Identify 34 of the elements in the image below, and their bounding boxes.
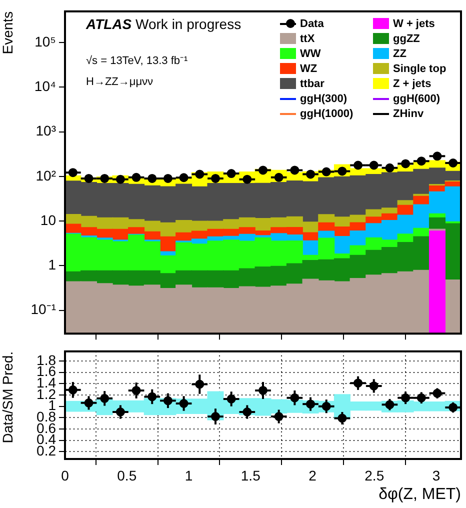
y-axis-title: Events	[0, 11, 16, 54]
y-tick-label: 10³	[36, 122, 56, 139]
x-tick-label: 2.5	[364, 467, 384, 484]
y-tick-label: 10²	[36, 167, 56, 184]
legend-label: ttbar	[300, 78, 324, 90]
legend-label: ZHinv	[393, 108, 424, 120]
legend-label: WW	[300, 48, 321, 60]
x-tick-label: 3	[432, 467, 440, 484]
legend-label: Z + jets	[393, 78, 432, 90]
legend-label: ZZ	[393, 48, 406, 60]
legend-label: ggH(300)	[300, 92, 348, 104]
y-tick-label: 10⁻¹	[30, 301, 56, 318]
legend-label: W + jets	[393, 18, 435, 30]
x-tick-label: 0.5	[117, 467, 137, 484]
legend-label: ggH(600)	[393, 92, 440, 104]
y-tick-label: 1	[48, 256, 56, 273]
x-tick-label: 1.5	[240, 467, 261, 484]
x-tick-label: 1	[184, 467, 193, 484]
x-axis-title: δφ(Z, MET)	[378, 486, 461, 503]
y-tick-label: 10	[40, 212, 56, 228]
legend-label: Data	[300, 18, 324, 30]
x-tick-label: 0	[61, 467, 70, 484]
legend-label: WZ	[300, 62, 318, 74]
annotation: ATLAS Work in progress	[86, 16, 242, 32]
legend-label: ggH(1000)	[300, 108, 354, 120]
y-axis-title: Data/SM Pred.	[0, 351, 16, 444]
legend-label: ggZZ	[393, 32, 420, 44]
x-tick-label: 2	[308, 467, 317, 484]
y-tick-label: 10⁵	[34, 33, 56, 50]
legend-label: ttX	[300, 32, 315, 44]
y-tick-label: 10⁴	[34, 78, 56, 94]
annotation: H→ZZ→μμνν	[86, 76, 154, 88]
legend-label: Single top	[393, 62, 446, 74]
annotation: √s = 13TeV, 13.3 fb⁻¹	[86, 54, 188, 67]
